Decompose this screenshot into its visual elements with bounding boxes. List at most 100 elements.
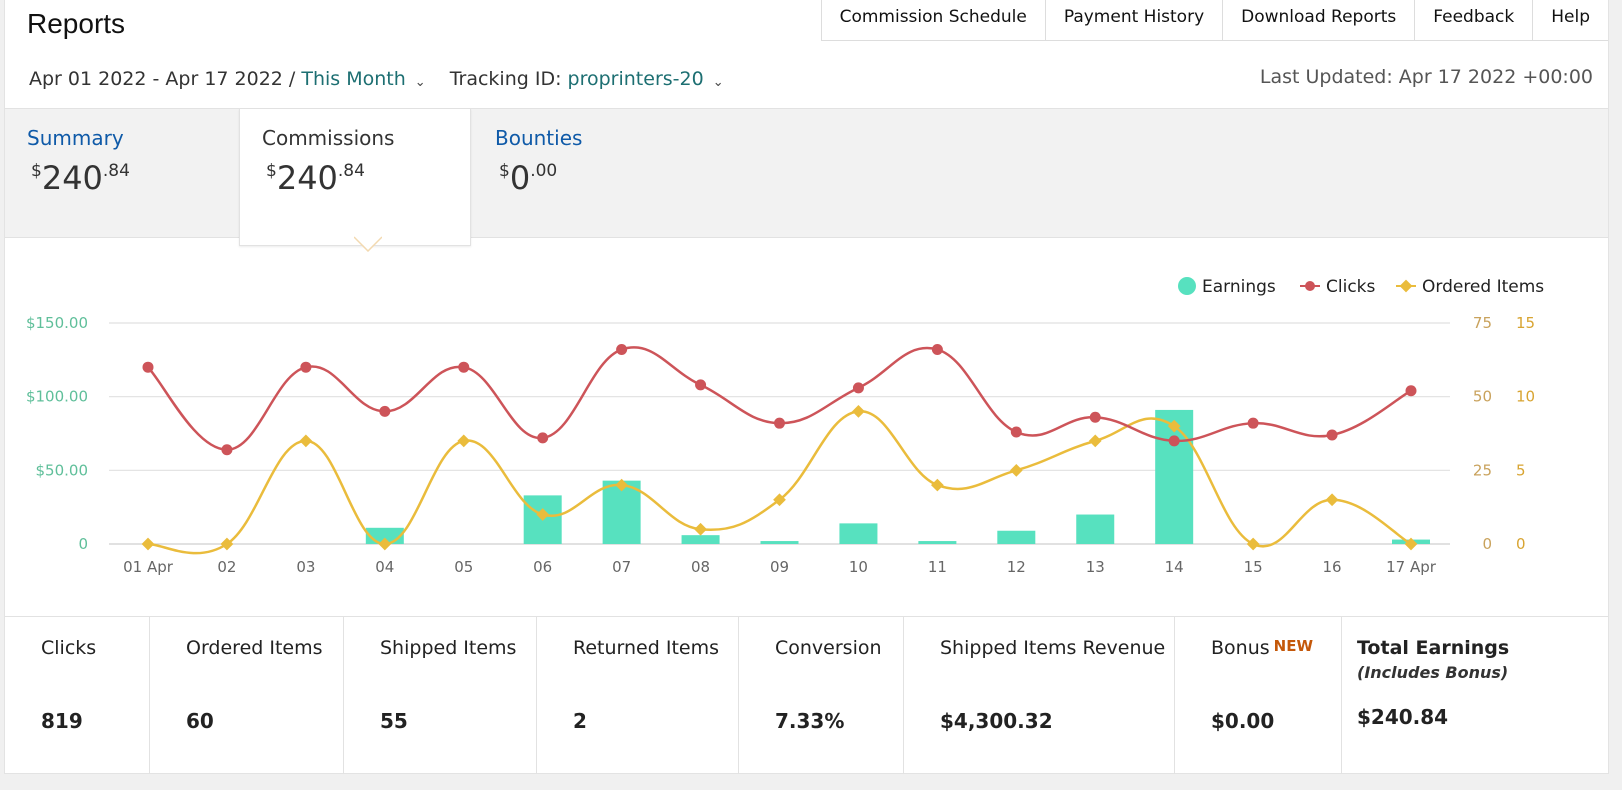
stat-clicks: Clicks 819 bbox=[5, 617, 150, 774]
legend-ordered-label: Ordered Items bbox=[1422, 277, 1544, 297]
tab-bounties[interactable]: Bounties $0.00 bbox=[473, 109, 707, 239]
clicks-point bbox=[616, 344, 628, 356]
help-link[interactable]: Help bbox=[1551, 7, 1590, 27]
stat-value: 819 bbox=[41, 709, 83, 733]
chart-legend: Earnings Clicks Ordered Items bbox=[1178, 277, 1544, 297]
y-right2-tick-label: 0 bbox=[1516, 535, 1526, 553]
commission-schedule-link[interactable]: Commission Schedule bbox=[822, 0, 1046, 40]
clicks-point bbox=[221, 444, 233, 456]
earnings-bar bbox=[1076, 514, 1115, 544]
x-tick-label: 12 bbox=[1007, 558, 1026, 576]
amount-cents: .84 bbox=[102, 161, 130, 181]
x-tick-label: 05 bbox=[454, 558, 473, 576]
download-reports-link[interactable]: Download Reports bbox=[1223, 0, 1416, 40]
stat-bonus: Bonus NEW $0.00 bbox=[1175, 617, 1342, 774]
stat-label: Shipped Items Revenue bbox=[940, 637, 1166, 659]
clicks-point bbox=[1405, 385, 1417, 397]
tab-summary[interactable]: Summary $240.84 bbox=[5, 109, 239, 239]
earnings-chart: 0 0 0 $50.00 25 5 $100.00 50 10 $150.00 75 15 01 Apr… bbox=[26, 277, 1544, 576]
filter-row: Apr 01 2022 - Apr 17 2022 / This Month ⌄… bbox=[29, 68, 748, 90]
x-tick-label: 03 bbox=[296, 558, 315, 576]
currency-symbol: $ bbox=[499, 161, 510, 181]
clicks-point bbox=[1247, 417, 1259, 429]
stat-ordered-items: Ordered Items 60 bbox=[150, 617, 344, 774]
earnings-bar bbox=[681, 535, 720, 544]
x-tick-label: 01 Apr bbox=[123, 558, 174, 576]
ordered-items-point bbox=[1088, 434, 1102, 448]
earnings-bar bbox=[918, 541, 957, 544]
ordered-items-point bbox=[299, 434, 313, 448]
stat-label: Bonus NEW bbox=[1211, 637, 1313, 659]
clicks-point bbox=[379, 405, 391, 417]
y-right2-tick-label: 15 bbox=[1516, 314, 1535, 332]
earnings-bar bbox=[997, 530, 1036, 544]
x-tick-label: 04 bbox=[375, 558, 394, 576]
x-tick-label: 17 Apr bbox=[1386, 558, 1437, 576]
ordered-items-point bbox=[1246, 537, 1260, 551]
clicks-point bbox=[774, 417, 785, 429]
clicks-point bbox=[1010, 426, 1022, 438]
amount-dollars: 240 bbox=[276, 159, 338, 197]
legend-ordered-swatch bbox=[1399, 279, 1413, 293]
earnings-bars bbox=[365, 409, 1430, 544]
clicks-point bbox=[300, 361, 312, 373]
x-tick-label: 07 bbox=[612, 558, 631, 576]
tab-commissions[interactable]: Commissions $240.84 bbox=[239, 109, 471, 246]
tracking-id-dropdown[interactable]: proprinters-20 bbox=[567, 68, 704, 90]
amount-dollars: 0 bbox=[509, 159, 531, 197]
clicks-point bbox=[695, 379, 707, 391]
clicks-line bbox=[147, 346, 1412, 451]
total-earnings-label: Total Earnings bbox=[1357, 637, 1510, 659]
page-title: Reports bbox=[27, 8, 126, 39]
chevron-down-icon[interactable]: ⌄ bbox=[712, 74, 724, 90]
chart-lines bbox=[141, 344, 1418, 555]
y-right2-tick-label: 10 bbox=[1516, 388, 1535, 406]
ordered-items-point bbox=[931, 478, 944, 492]
y-left-tick-label: $150.00 bbox=[26, 314, 88, 332]
stat-label: Conversion bbox=[775, 637, 882, 659]
clicks-point bbox=[142, 361, 154, 373]
tracking-id-label: Tracking ID: bbox=[449, 68, 568, 90]
x-tick-label: 13 bbox=[1086, 558, 1105, 576]
top-nav: Commission Schedule Payment History Down… bbox=[820, 0, 1608, 41]
y-left-tick-label: $50.00 bbox=[36, 461, 89, 479]
clicks-point bbox=[1089, 411, 1101, 423]
currency-symbol: $ bbox=[31, 161, 42, 181]
stat-label: Returned Items bbox=[573, 637, 719, 659]
active-tab-caret-icon bbox=[354, 236, 382, 252]
y-left-tick-label: $100.00 bbox=[26, 388, 88, 406]
x-tick-label: 02 bbox=[217, 558, 236, 576]
clicks-point bbox=[537, 432, 549, 444]
clicks-point bbox=[1326, 429, 1338, 441]
feedback-link[interactable]: Feedback bbox=[1415, 0, 1534, 40]
x-tick-label: 14 bbox=[1165, 558, 1184, 576]
ordered-items-point bbox=[141, 537, 155, 551]
stat-label: Ordered Items bbox=[186, 637, 323, 659]
x-tick-label: 16 bbox=[1323, 558, 1342, 576]
payment-history-link[interactable]: Payment History bbox=[1046, 0, 1224, 40]
ordered-items-line bbox=[147, 410, 1412, 555]
amount-cents: .00 bbox=[530, 161, 558, 181]
stat-label: Clicks bbox=[41, 637, 97, 659]
period-dropdown[interactable]: This Month bbox=[301, 68, 406, 90]
chart-labels: 0 0 0 $50.00 25 5 $100.00 50 10 $150.00 75 15 01 Apr… bbox=[26, 314, 1535, 576]
clicks-point bbox=[931, 344, 943, 356]
clicks-point bbox=[1168, 435, 1180, 447]
stats-row: Clicks 819 Ordered Items 60 Shipped Item… bbox=[5, 616, 1608, 774]
legend-earnings-label: Earnings bbox=[1202, 277, 1276, 297]
ordered-items-point bbox=[1325, 493, 1339, 507]
tab-label: Commissions bbox=[262, 126, 395, 150]
y-right-tick-label: 0 bbox=[1482, 535, 1492, 553]
stat-value: $240.84 bbox=[1357, 705, 1449, 729]
amount-cents: .84 bbox=[337, 161, 365, 181]
stat-label: Total Earnings (Includes Bonus) bbox=[1357, 637, 1509, 682]
stat-shipped-revenue: Shipped Items Revenue $4,300.32 bbox=[904, 617, 1175, 774]
x-tick-label: 09 bbox=[770, 558, 789, 576]
x-tick-label: 15 bbox=[1244, 558, 1263, 576]
stat-label: Shipped Items bbox=[380, 637, 517, 659]
legend-earnings-swatch bbox=[1178, 277, 1196, 295]
chevron-down-icon[interactable]: ⌄ bbox=[414, 74, 426, 90]
stat-value: 55 bbox=[380, 709, 408, 733]
last-updated: Last Updated: Apr 17 2022 +00:00 bbox=[1259, 66, 1593, 88]
amount-dollars: 240 bbox=[41, 159, 103, 197]
